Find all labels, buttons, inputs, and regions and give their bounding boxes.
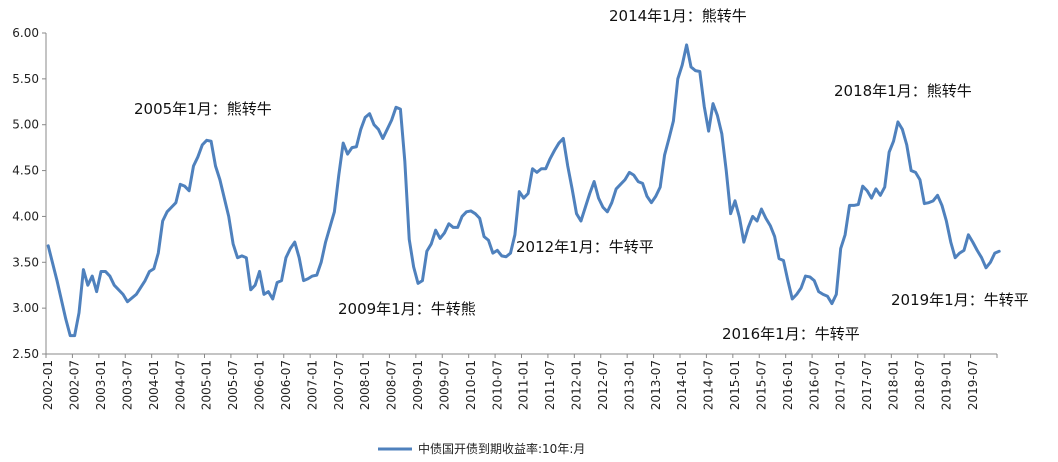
x-tick-label: 2009-07 [437,360,451,410]
annotation-2016: 2016年1月：牛转平 [722,325,860,343]
legend-label: 中债国开债到期收益率:10年:月 [418,441,585,456]
x-tick-label: 2017-07 [860,360,874,410]
x-tick-label: 2005-07 [226,360,240,410]
x-tick-label: 2012-01 [570,360,584,410]
x-tick-label: 2003-07 [120,360,134,410]
y-axis: 2.50 3.00 3.50 4.00 4.50 5.00 5.50 6.00 [12,26,47,361]
x-tick-label: 2004-07 [173,360,187,410]
x-tick-label: 2016-01 [781,360,795,410]
x-tick-label: 2010-07 [490,360,504,410]
x-tick-label: 2018-01 [887,360,901,410]
y-tick-label: 4.00 [12,209,39,223]
x-tick-label: 2014-07 [702,360,716,410]
x-tick-label: 2013-01 [622,360,636,410]
x-tick-label: 2006-07 [279,360,293,410]
x-tick-label: 2003-01 [94,360,108,410]
y-tick-label: 6.00 [12,26,39,40]
x-tick-label: 2008-07 [385,360,399,410]
y-tick-label: 3.50 [12,255,39,269]
y-tick-label: 3.00 [12,301,39,315]
legend: 中债国开债到期收益率:10年:月 [378,441,585,456]
x-tick-label: 2013-07 [649,360,663,410]
annotation-2019: 2019年1月：牛转平 [891,291,1029,309]
y-tick-label: 5.00 [12,118,39,132]
annotation-2012: 2012年1月：牛转平 [516,238,654,256]
x-tick-label: 2018-07 [913,360,927,410]
annotation-2005: 2005年1月：熊转牛 [134,100,272,118]
x-tick-label: 2011-07 [543,360,557,410]
x-tick-label: 2002-01 [41,360,55,410]
x-tick-label: 2005-01 [200,360,214,410]
x-tick-label: 2014-01 [675,360,689,410]
y-tick-label: 4.50 [12,164,39,178]
x-tick-label: 2009-01 [411,360,425,410]
x-tick-label: 2007-07 [332,360,346,410]
x-tick-label: 2019-07 [966,360,980,410]
annotation-2014: 2014年1月：熊转牛 [609,7,747,25]
x-tick-label: 2017-01 [834,360,848,410]
x-tick-label: 2019-01 [939,360,953,410]
x-tick-label: 2016-07 [807,360,821,410]
y-tick-label: 5.50 [12,72,39,86]
series-line [46,43,1001,338]
x-tick-label: 2007-01 [305,360,319,410]
x-tick-label: 2012-07 [596,360,610,410]
x-tick-label: 2011-01 [517,360,531,410]
annotations: 2005年1月：熊转牛 2009年1月：牛转熊 2012年1月：牛转平 2014… [134,7,1029,343]
x-tick-label: 2010-01 [464,360,478,410]
x-tick-label: 2004-01 [147,360,161,410]
x-tick-label: 2015-07 [754,360,768,410]
annotation-2009: 2009年1月：牛转熊 [338,300,476,318]
x-tick-label: 2006-01 [253,360,267,410]
x-tick-label: 2015-01 [728,360,742,410]
annotation-2018: 2018年1月：熊转牛 [834,82,972,100]
x-tick-label: 2002-07 [68,360,82,410]
x-tick-label: 2008-01 [358,360,372,410]
x-axis: 2002-01 2002-07 2003-01 2003-07 2004-01 2004-… [41,353,998,410]
y-tick-label: 2.50 [12,347,39,361]
